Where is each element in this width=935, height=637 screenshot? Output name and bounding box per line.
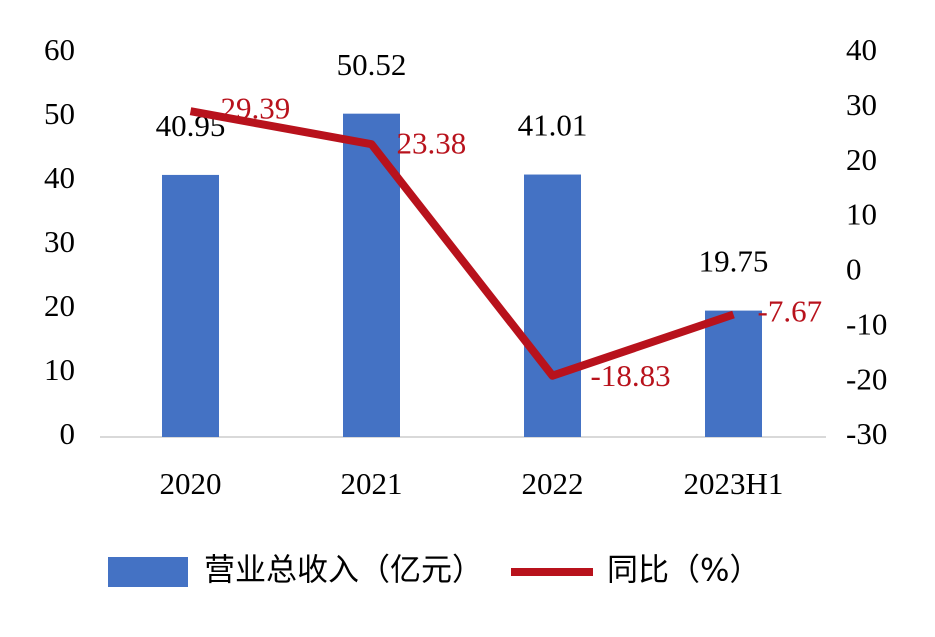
legend-label: 同比（%） (607, 553, 760, 589)
bar (705, 310, 762, 437)
y2-tick-label: 30 (846, 87, 877, 122)
y-tick-label: 10 (44, 352, 75, 387)
y2-tick-label: 0 (846, 252, 862, 287)
line (189, 107, 735, 380)
data-label: 50.52 (337, 47, 407, 82)
y-tick-label: 30 (44, 224, 75, 259)
y-tick-label: 50 (44, 96, 75, 131)
data-label: -7.67 (758, 294, 823, 329)
data-label: 23.38 (397, 125, 467, 160)
x-tick-label: 2020 (160, 466, 222, 501)
x-tick-label: 2023H1 (684, 466, 784, 501)
data-label: -18.83 (591, 358, 671, 393)
y-tick-label: 40 (44, 160, 75, 195)
y-tick-label: 0 (60, 416, 76, 451)
bar (162, 174, 219, 438)
bar (524, 174, 581, 437)
y2-tick-label: -30 (846, 416, 887, 451)
x-tick-label: 2022 (522, 466, 584, 501)
y2-tick-label: 10 (846, 197, 877, 232)
y2-tick-label: -10 (846, 306, 887, 341)
y2-tick-label: 20 (846, 142, 877, 177)
legend-swatch (108, 557, 188, 587)
data-label: 19.75 (699, 244, 769, 279)
y-tick-label: 60 (44, 32, 75, 67)
y2-tick-label: -20 (846, 361, 887, 396)
bar (343, 113, 400, 437)
x-tick-label: 2021 (341, 466, 403, 501)
y2-tick-label: 40 (846, 32, 877, 67)
legend-label: 营业总收入（亿元） (204, 553, 483, 589)
data-label: 29.39 (221, 90, 291, 125)
y-tick-label: 20 (44, 288, 75, 323)
data-label: 41.01 (518, 108, 588, 143)
